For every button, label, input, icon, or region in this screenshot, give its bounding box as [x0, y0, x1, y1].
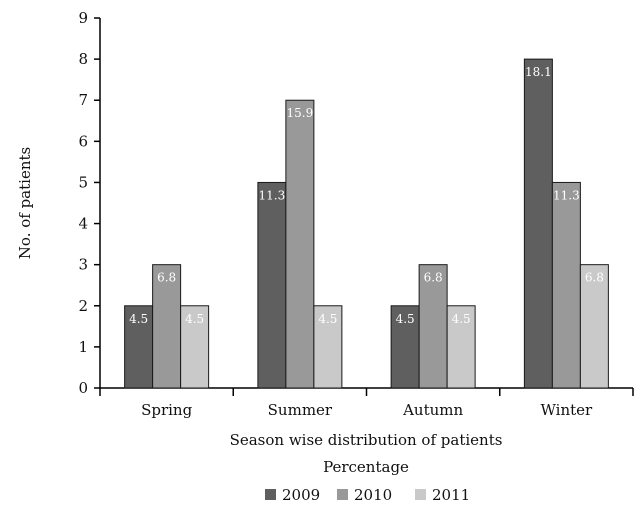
y-tick-label: 8	[78, 50, 88, 68]
x-category-label: Winter	[541, 401, 594, 419]
y-ticks: 0 1 2 3 4 5 6 7 8 9	[78, 9, 100, 397]
data-label: 4.5	[129, 312, 148, 326]
data-labels: 4.5 6.8 4.5 11.3 15.9 4.5 4.5 6.8 4.5 18.1 11.3 6.8	[129, 65, 604, 326]
y-tick-label: 5	[78, 173, 88, 191]
x-ticks: Spring Summer Autumn Winter	[99, 388, 634, 419]
bar-2010-winter	[551, 181, 581, 389]
data-label: 6.8	[585, 271, 604, 285]
x-category-label: Autumn	[402, 401, 463, 419]
legend-label-2010: 2010	[354, 486, 392, 504]
legend: 2009 2010 2011	[265, 486, 470, 504]
bar-2011-spring	[180, 305, 210, 389]
bar-2009-summer	[257, 181, 287, 389]
y-axis-title: No. of patients	[16, 147, 34, 259]
x-axis-subtitle: Percentage	[323, 458, 409, 476]
y-tick-label: 6	[78, 132, 88, 150]
y-tick-label: 0	[78, 379, 88, 397]
data-label: 11.3	[259, 188, 286, 202]
data-label: 15.9	[287, 106, 314, 120]
legend-swatch-2010	[337, 489, 348, 500]
y-tick-label: 1	[78, 338, 88, 356]
bar-2011-autumn	[446, 305, 476, 389]
x-category-label: Summer	[268, 401, 333, 419]
data-label: 6.8	[424, 271, 443, 285]
legend-swatch-2009	[265, 489, 276, 500]
x-axis-title: Season wise distribution of patients	[230, 431, 503, 449]
bar-2009-winter	[523, 58, 553, 389]
y-tick-label: 2	[78, 297, 88, 315]
bars	[124, 58, 609, 389]
data-label: 4.5	[452, 312, 471, 326]
y-tick-label: 4	[78, 215, 88, 233]
y-tick-label: 9	[78, 9, 88, 27]
bar-2010-autumn	[418, 264, 448, 389]
data-label: 4.5	[318, 312, 337, 326]
bar-2011-summer	[313, 305, 343, 389]
x-category-label: Spring	[141, 401, 193, 419]
bar-2011-winter	[579, 264, 609, 389]
data-label: 11.3	[553, 188, 580, 202]
y-tick-label: 7	[78, 91, 88, 109]
data-label: 4.5	[396, 312, 415, 326]
legend-label-2011: 2011	[432, 486, 470, 504]
data-label: 18.1	[525, 65, 552, 79]
legend-label-2009: 2009	[282, 486, 320, 504]
data-label: 4.5	[185, 312, 204, 326]
legend-swatch-2011	[415, 489, 426, 500]
bar-2009-spring	[124, 305, 154, 389]
y-tick-label: 3	[78, 256, 88, 274]
data-label: 6.8	[157, 271, 176, 285]
bar-2010-summer	[285, 99, 315, 389]
